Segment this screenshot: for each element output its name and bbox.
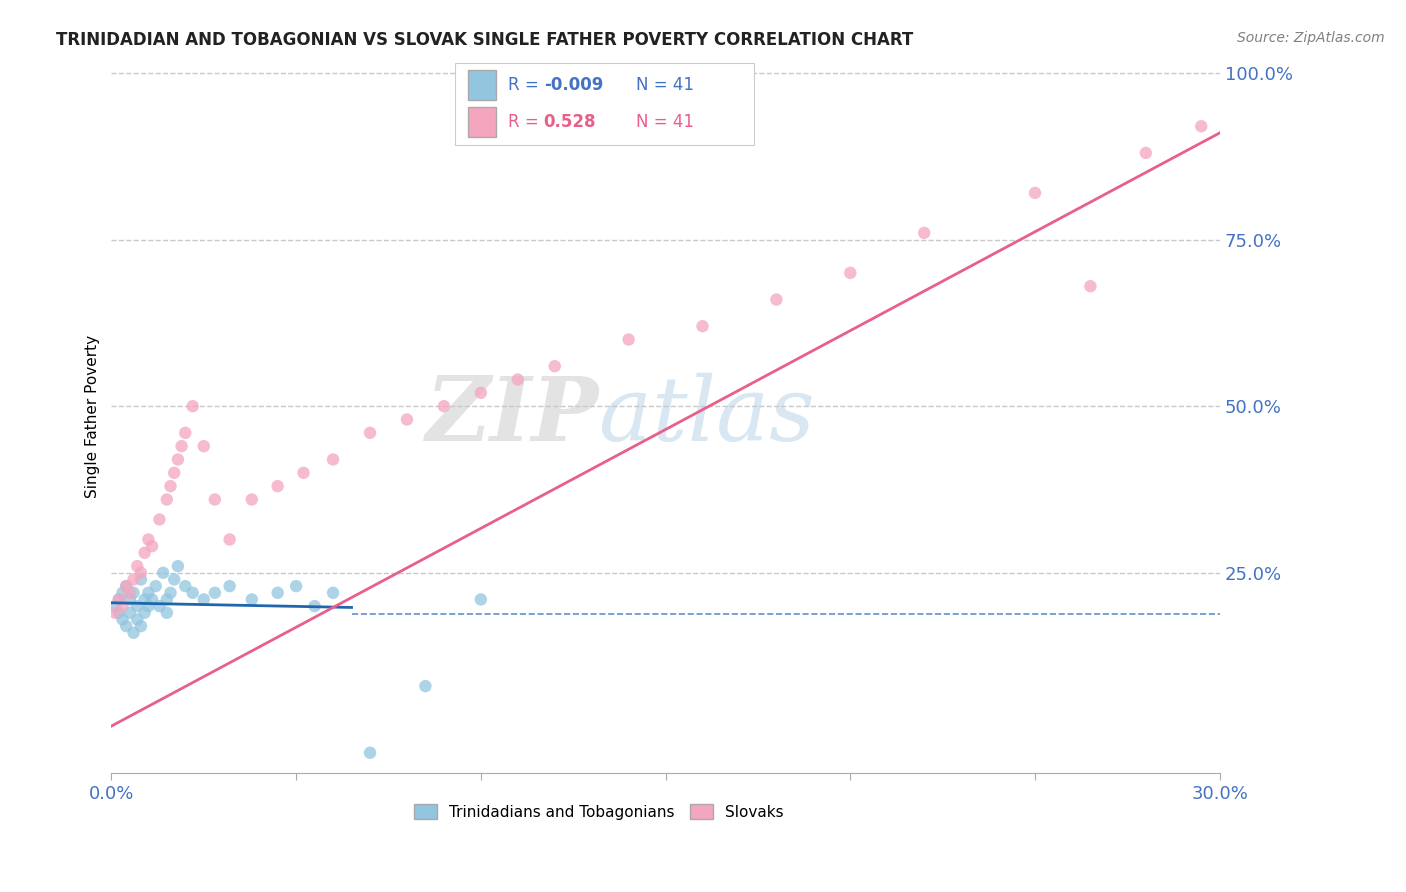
Point	[218, 579, 240, 593]
Point	[266, 586, 288, 600]
Point	[115, 579, 138, 593]
Text: -0.009: -0.009	[544, 76, 603, 94]
Point	[912, 226, 935, 240]
Point	[104, 599, 127, 614]
Point	[359, 746, 381, 760]
Point	[118, 606, 141, 620]
Point	[163, 573, 186, 587]
Point	[127, 559, 149, 574]
Point	[107, 592, 129, 607]
Point	[181, 586, 204, 600]
Text: N = 41: N = 41	[636, 76, 693, 94]
Point	[127, 599, 149, 614]
Point	[617, 333, 640, 347]
Point	[156, 592, 179, 607]
Text: TRINIDADIAN AND TOBAGONIAN VS SLOVAK SINGLE FATHER POVERTY CORRELATION CHART: TRINIDADIAN AND TOBAGONIAN VS SLOVAK SIN…	[56, 31, 914, 49]
Point	[415, 679, 437, 693]
Point	[322, 586, 344, 600]
FancyBboxPatch shape	[456, 63, 754, 145]
Point	[129, 619, 152, 633]
Point	[156, 606, 179, 620]
Point	[170, 439, 193, 453]
Point	[1080, 279, 1102, 293]
Text: R =: R =	[508, 76, 544, 94]
Text: R =: R =	[508, 112, 544, 130]
Point	[433, 399, 456, 413]
Point	[181, 399, 204, 413]
Point	[285, 579, 308, 593]
Point	[240, 492, 263, 507]
Point	[111, 612, 134, 626]
Point	[134, 592, 156, 607]
Point	[167, 559, 190, 574]
Point	[104, 606, 127, 620]
Point	[134, 546, 156, 560]
FancyBboxPatch shape	[468, 107, 496, 136]
Point	[141, 539, 163, 553]
Point	[107, 592, 129, 607]
Point	[174, 579, 197, 593]
Point	[138, 599, 160, 614]
Point	[193, 592, 215, 607]
Point	[141, 592, 163, 607]
Point	[145, 579, 167, 593]
Point	[129, 566, 152, 580]
Point	[107, 606, 129, 620]
Point	[138, 586, 160, 600]
Text: ZIP: ZIP	[426, 373, 599, 459]
Point	[692, 319, 714, 334]
Text: atlas: atlas	[599, 373, 815, 459]
Point	[115, 579, 138, 593]
Point	[156, 492, 179, 507]
Y-axis label: Single Father Poverty: Single Father Poverty	[86, 334, 100, 498]
Point	[765, 293, 787, 307]
Point	[395, 412, 418, 426]
Point	[174, 425, 197, 440]
Point	[193, 439, 215, 453]
Point	[304, 599, 326, 614]
Text: Source: ZipAtlas.com: Source: ZipAtlas.com	[1237, 31, 1385, 45]
Point	[148, 512, 170, 526]
Point	[122, 573, 145, 587]
FancyBboxPatch shape	[468, 70, 496, 100]
Point	[111, 599, 134, 614]
Point	[322, 452, 344, 467]
Point	[127, 612, 149, 626]
Point	[240, 592, 263, 607]
Point	[159, 586, 181, 600]
Point	[167, 452, 190, 467]
Point	[115, 619, 138, 633]
Point	[138, 533, 160, 547]
Point	[148, 599, 170, 614]
Point	[292, 466, 315, 480]
Point	[134, 606, 156, 620]
Point	[544, 359, 567, 374]
Point	[266, 479, 288, 493]
Point	[839, 266, 862, 280]
Point	[204, 586, 226, 600]
Point	[470, 592, 492, 607]
Point	[1189, 120, 1212, 134]
Point	[122, 586, 145, 600]
Point	[122, 625, 145, 640]
Text: 0.528: 0.528	[544, 112, 596, 130]
Legend: Trinidadians and Tobagonians, Slovaks: Trinidadians and Tobagonians, Slovaks	[408, 798, 790, 826]
Point	[159, 479, 181, 493]
Point	[152, 566, 174, 580]
Point	[111, 586, 134, 600]
Point	[359, 425, 381, 440]
Point	[470, 385, 492, 400]
Point	[218, 533, 240, 547]
Point	[129, 573, 152, 587]
Point	[1024, 186, 1046, 200]
Text: N = 41: N = 41	[636, 112, 693, 130]
Point	[163, 466, 186, 480]
Point	[118, 592, 141, 607]
Point	[1135, 145, 1157, 160]
Point	[506, 372, 529, 386]
Point	[118, 586, 141, 600]
Point	[204, 492, 226, 507]
